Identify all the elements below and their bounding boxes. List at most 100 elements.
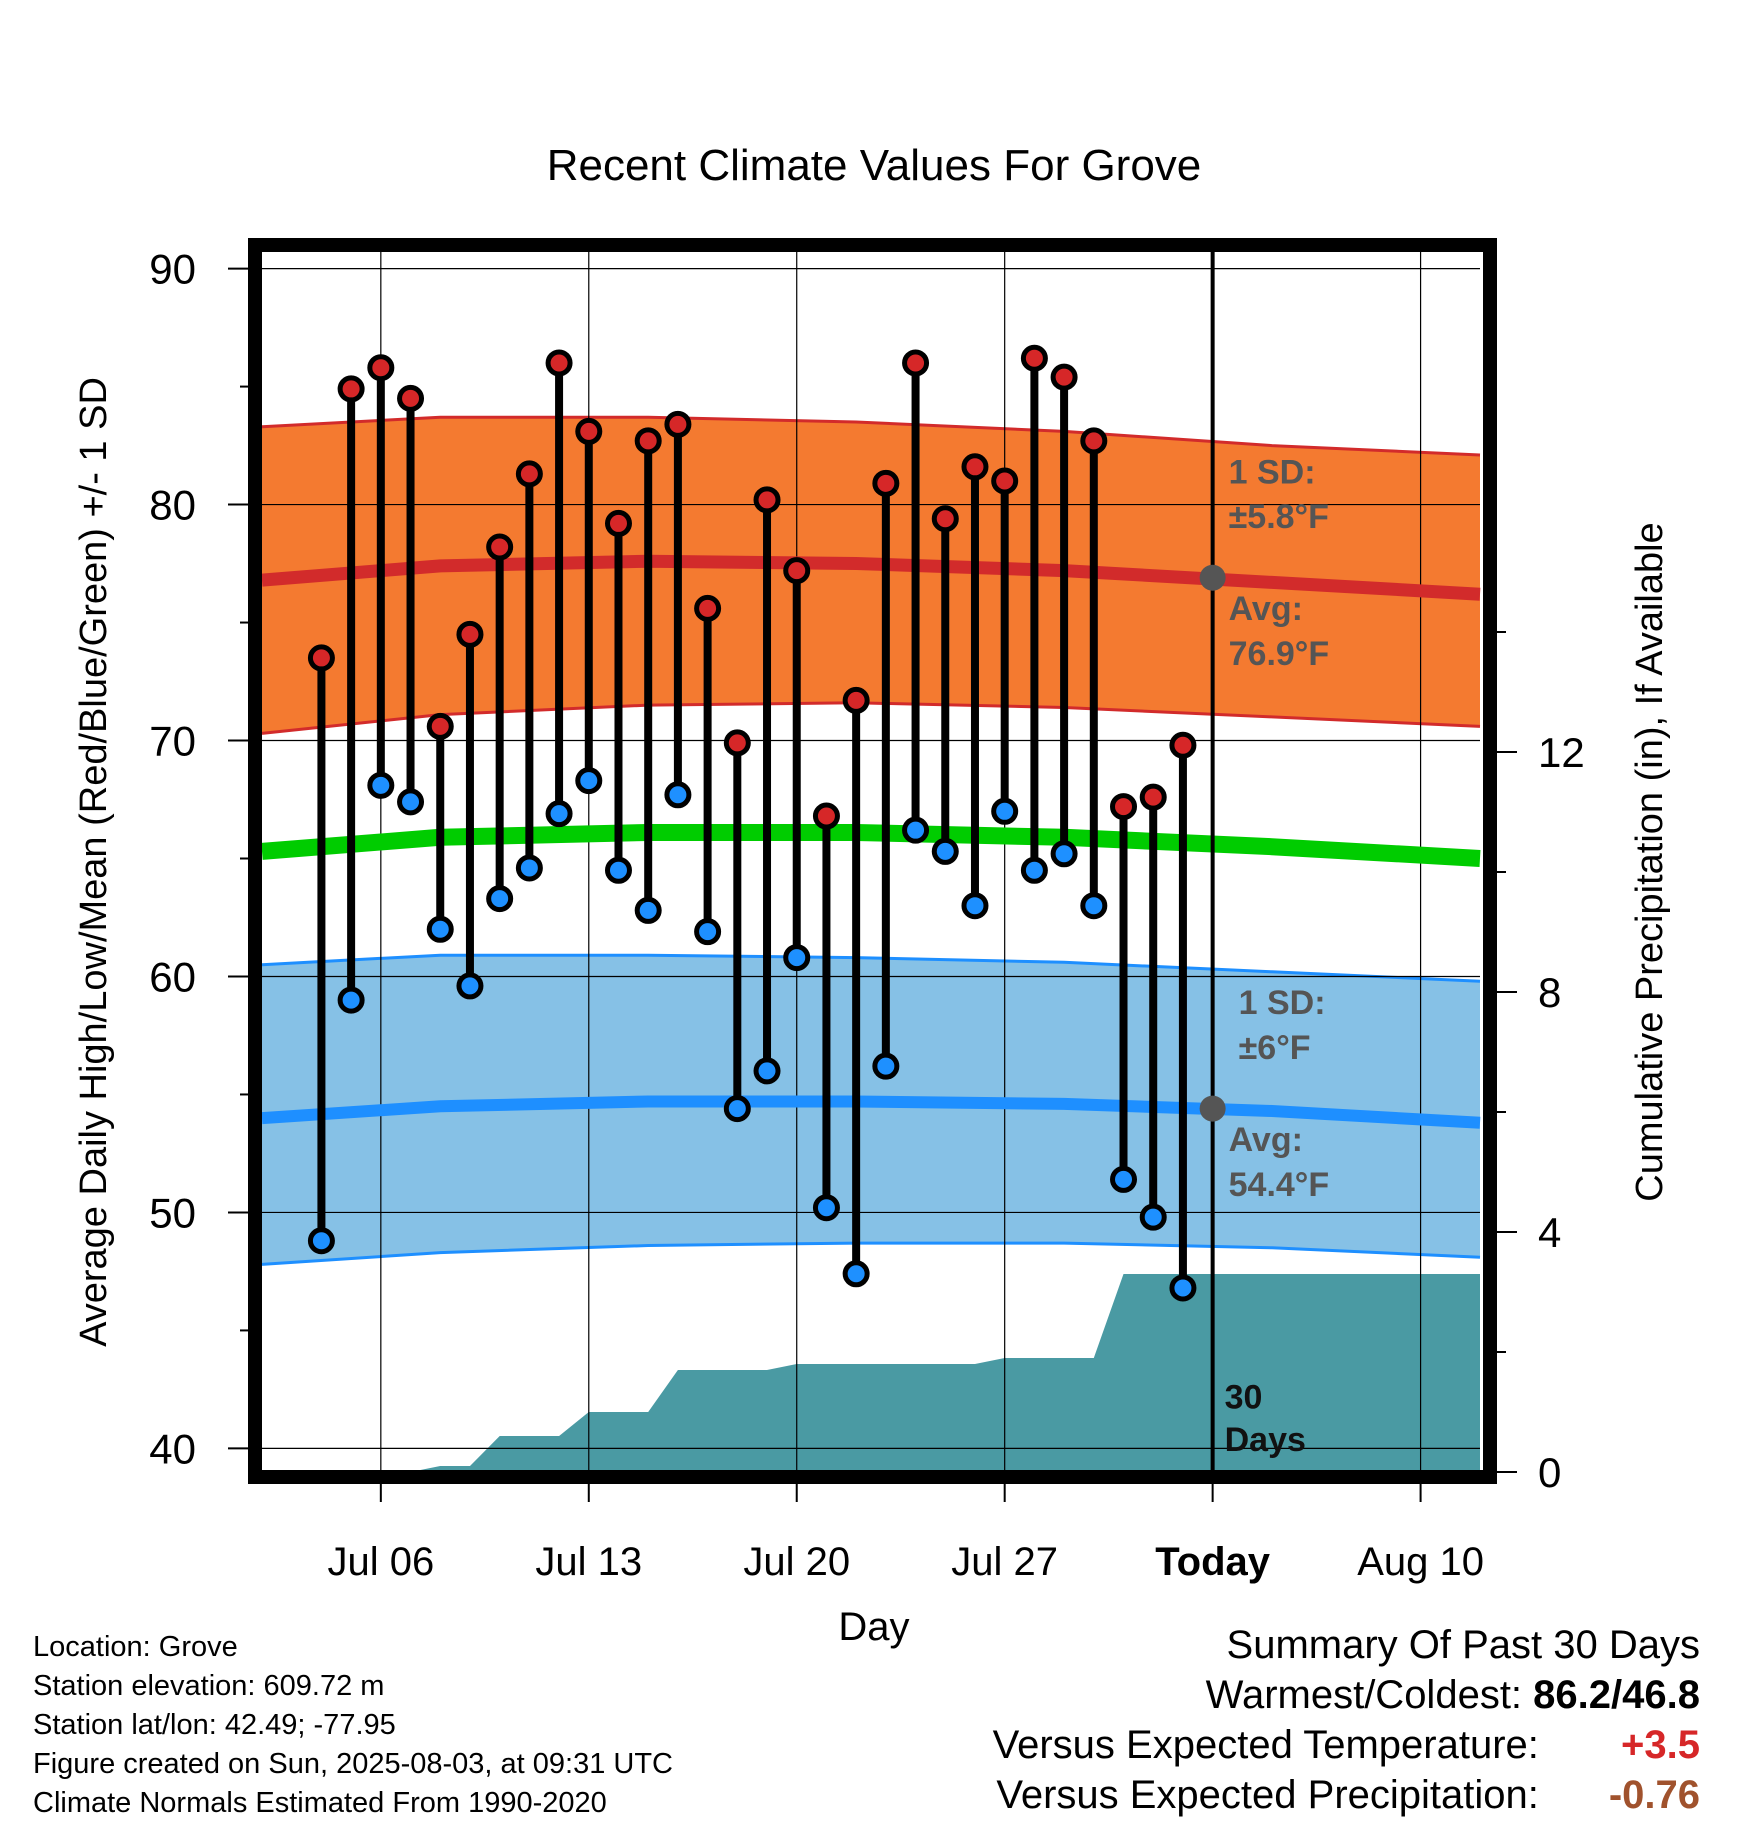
daily-high-point <box>842 686 870 714</box>
daily-high-point <box>1020 344 1048 372</box>
daily-high-point <box>664 410 692 438</box>
daily-high-point <box>515 460 543 488</box>
daily-points <box>307 344 1197 1302</box>
daily-high-point <box>575 417 603 445</box>
daily-high-point <box>753 486 781 514</box>
today-high-avg-dot <box>1199 564 1226 591</box>
daily-high-point <box>783 557 811 585</box>
daily-high-point <box>456 620 484 648</box>
daily-high-point <box>931 505 959 533</box>
x-tick-label: Jul 20 <box>743 1540 850 1584</box>
high-sd-label: 1 SD: <box>1229 453 1316 491</box>
latlon-text: Station lat/lon: 42.49; -77.95 <box>33 1709 396 1741</box>
precipitation-area <box>262 1274 1480 1472</box>
x-tick-label: Aug 10 <box>1357 1540 1484 1584</box>
y-tick-label: 70 <box>149 718 196 765</box>
normal-high-line <box>261 554 1481 601</box>
temp-label: Versus Expected Temperature: <box>992 1723 1539 1767</box>
daily-high-point <box>1110 793 1138 821</box>
high-avg-label: Avg: <box>1229 590 1303 628</box>
temp-value: +3.5 <box>1621 1723 1700 1767</box>
plot-border <box>248 238 1497 1484</box>
daily-low-point <box>307 1227 335 1255</box>
daily-low-point <box>931 837 959 865</box>
daily-low-point <box>545 800 573 828</box>
daily-low-point <box>842 1260 870 1288</box>
y-tick-label: 80 <box>149 482 196 529</box>
location-text: Location: Grove <box>33 1631 238 1663</box>
warm-cold-label: Warmest/Coldest: <box>1205 1673 1523 1717</box>
daily-high-point <box>1139 783 1167 811</box>
summary-precip: Versus Expected Precipitation: -0.76 <box>993 1770 1700 1820</box>
chart-title: Recent Climate Values For Grove <box>547 141 1202 190</box>
daily-high-point <box>723 729 751 757</box>
daily-low-point <box>337 986 365 1014</box>
high-sd-value: ±5.8°F <box>1229 498 1329 536</box>
daily-low-point <box>1020 856 1048 884</box>
low-sd-band <box>262 955 1480 1265</box>
high-avg-value: 76.9°F <box>1229 635 1330 673</box>
low-avg-value: 54.4°F <box>1229 1166 1330 1204</box>
daily-high-point <box>991 467 1019 495</box>
y-tick-label: 50 <box>149 1189 196 1236</box>
x-tick-label: Jul 13 <box>535 1540 642 1584</box>
daily-high-point <box>634 427 662 455</box>
daily-low-point <box>486 885 514 913</box>
y-tick-label: 60 <box>149 953 196 1000</box>
grid-lines <box>262 245 1480 1472</box>
daily-low-point <box>664 781 692 809</box>
daily-range-stems <box>317 358 1187 1288</box>
elevation-text: Station elevation: 609.72 m <box>33 1670 385 1702</box>
daily-low-point <box>575 767 603 795</box>
daily-low-point <box>1110 1165 1138 1193</box>
axes: 40 50 60 70 80 90 0 4 8 12 Jul 06 Jul 13 Jul 20 Jul 2… <box>149 246 1584 1584</box>
daily-low-point <box>872 1052 900 1080</box>
x-tick-label: Jul 06 <box>327 1540 434 1584</box>
daily-high-point <box>367 354 395 382</box>
daily-low-point <box>426 915 454 943</box>
x-axis-label: Day <box>838 1605 909 1649</box>
y2-tick-label: 0 <box>1538 1449 1561 1496</box>
daily-low-point <box>1050 840 1078 868</box>
y-tick-label: 90 <box>149 246 196 293</box>
daily-high-point <box>1169 731 1197 759</box>
daily-high-point <box>604 509 632 537</box>
daily-low-point <box>902 816 930 844</box>
daily-low-point <box>694 918 722 946</box>
daily-low-point <box>1080 892 1108 920</box>
daily-high-point <box>1050 363 1078 391</box>
daily-low-point <box>1169 1274 1197 1302</box>
daily-high-point <box>812 802 840 830</box>
daily-low-point <box>1139 1203 1167 1231</box>
daily-low-point <box>456 972 484 1000</box>
daily-high-point <box>486 533 514 561</box>
daily-low-point <box>783 944 811 972</box>
today-marker <box>1199 245 1226 1472</box>
daily-low-point <box>753 1057 781 1085</box>
daily-low-point <box>367 771 395 799</box>
daily-low-point <box>991 797 1019 825</box>
daily-high-point <box>307 644 335 672</box>
daily-low-point <box>961 892 989 920</box>
low-sd-value: ±6°F <box>1239 1029 1311 1067</box>
y-axis-label: Average Daily High/Low/Mean (Red/Blue/Gr… <box>73 377 115 1347</box>
daily-high-point <box>902 349 930 377</box>
precip-label: Versus Expected Precipitation: <box>996 1773 1539 1817</box>
created-text: Figure created on Sun, 2025-08-03, at 09… <box>33 1748 673 1780</box>
y2-tick-label: 12 <box>1538 729 1585 776</box>
daily-high-point <box>545 349 573 377</box>
y2-tick-label: 4 <box>1538 1209 1561 1256</box>
y-tick-label: 40 <box>149 1425 196 1472</box>
annotations: 1 SD: ±5.8°F Avg: 76.9°F 1 SD: ±6°F Avg: 54.4°F… <box>1225 453 1330 1458</box>
low-sd-label: 1 SD: <box>1239 984 1326 1022</box>
daily-high-point <box>872 469 900 497</box>
normal-mean-line <box>261 824 1481 867</box>
daily-low-point <box>397 788 425 816</box>
daily-high-point <box>1080 427 1108 455</box>
daily-high-point <box>426 712 454 740</box>
high-sd-band <box>262 417 1480 734</box>
cumulative-precip-area <box>262 1274 1480 1472</box>
daily-low-point <box>634 896 662 924</box>
low-avg-label: Avg: <box>1229 1121 1303 1159</box>
